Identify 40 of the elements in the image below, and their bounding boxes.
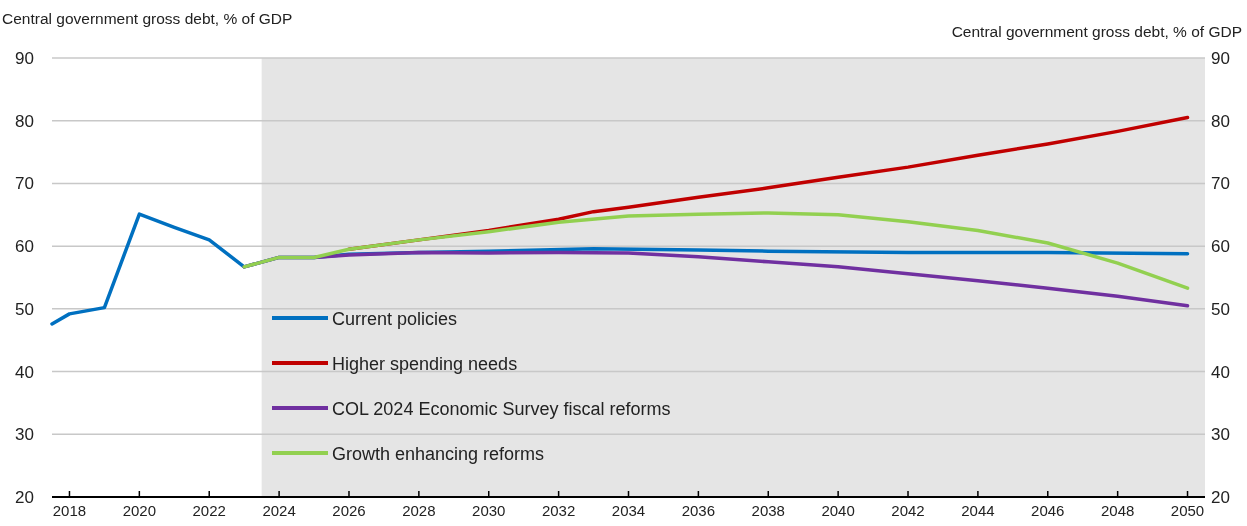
- y2-tick-label: 80: [1211, 111, 1230, 131]
- y-tick-label: 60: [15, 237, 34, 257]
- y-tick-label: 30: [15, 425, 34, 445]
- legend-label: Current policies: [332, 309, 458, 329]
- legend-label: Higher spending needs: [332, 354, 518, 374]
- y2-tick-label: 50: [1211, 299, 1230, 319]
- x-tick-label: 2048: [1100, 502, 1135, 519]
- y2-tick-label: 90: [1211, 49, 1230, 68]
- x-tick-label: 2020: [122, 502, 157, 519]
- x-tick-label: 2036: [681, 502, 716, 519]
- legend-label: COL 2024 Economic Survey fiscal reforms: [332, 399, 671, 419]
- y2-tick-label: 60: [1211, 237, 1230, 257]
- x-tick-label: 2046: [1031, 502, 1065, 519]
- y2-tick-label: 30: [1211, 425, 1230, 445]
- y2-tick-label: 70: [1211, 174, 1230, 194]
- line-series: [242, 211, 1190, 290]
- x-tick-label: 2050: [1170, 502, 1205, 519]
- x-tick-label: 2032: [541, 502, 576, 519]
- y-tick-label: 50: [15, 299, 34, 319]
- y-axis-title: Central government gross debt, % of GDP: [2, 10, 293, 27]
- y2-tick-label: 40: [1211, 362, 1230, 382]
- y2-tick-label: 20: [1211, 488, 1230, 507]
- legend-label: Growth enhancing reforms: [332, 444, 545, 464]
- y-tick-label: 80: [15, 111, 34, 131]
- x-tick-label: 2028: [402, 502, 436, 519]
- y-tick-label: 90: [15, 49, 34, 68]
- x-tick-label: 2026: [332, 502, 366, 519]
- x-tick-label: 2034: [611, 502, 646, 519]
- x-tick-label: 2038: [751, 502, 785, 519]
- y2-axis-title: Central government gross debt, % of GDP: [951, 23, 1242, 40]
- x-tick-label: 2030: [472, 502, 506, 519]
- x-tick-label: 2044: [961, 502, 995, 519]
- x-tick-label: 2024: [262, 502, 296, 519]
- y-tick-label: 40: [15, 362, 34, 382]
- x-tick-label: 2042: [891, 502, 925, 519]
- x-tick-label: 2018: [52, 502, 87, 519]
- y-tick-label: 20: [15, 488, 34, 507]
- x-tick-label: 2040: [821, 502, 855, 519]
- x-tick-label: 2022: [192, 502, 226, 519]
- y-tick-label: 70: [15, 174, 34, 194]
